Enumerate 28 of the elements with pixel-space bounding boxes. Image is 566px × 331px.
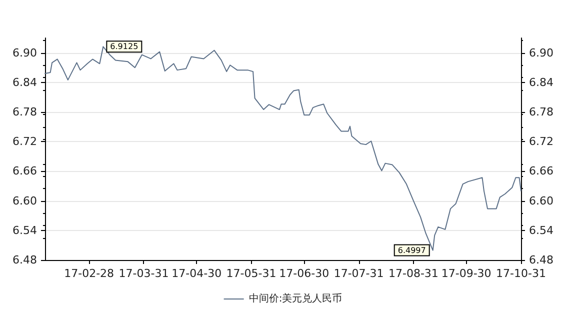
- y2-tick-label: 6.60: [529, 194, 554, 208]
- x-tick-label: 17-09-30: [441, 267, 492, 280]
- y-tick-label: 6.90: [12, 46, 37, 60]
- annotation: 6.4997: [398, 246, 426, 255]
- y-tick-label: 6.60: [12, 194, 37, 208]
- y-tick-label: 6.78: [12, 106, 37, 118]
- x-tick-label: 17-03-31: [118, 267, 169, 280]
- y2-tick-label: 6.84: [529, 76, 554, 89]
- legend-label: 中间价:美元兑人民币: [248, 292, 342, 304]
- y2-tick-label: 6.54: [529, 224, 554, 237]
- x-tick-label: 17-08-31: [388, 267, 438, 280]
- y2-tick-label: 6.48: [529, 254, 554, 266]
- y2-tick-label: 6.66: [529, 164, 554, 178]
- y-tick-label: 6.54: [12, 224, 37, 237]
- y2-tick-label: 6.90: [529, 46, 554, 60]
- y-tick-label: 6.84: [12, 76, 37, 89]
- y-tick-label: 6.48: [12, 254, 37, 266]
- x-tick-label: 17-04-30: [172, 267, 222, 280]
- x-tick-label: 17-06-30: [279, 267, 330, 280]
- x-tick-label: 17-05-31: [226, 267, 276, 280]
- x-tick-label: 17-02-28: [64, 267, 114, 280]
- x-tick-label: 17-10-31: [496, 267, 546, 280]
- y-tick-label: 6.72: [12, 135, 37, 148]
- annotation: 6.9125: [110, 42, 138, 52]
- y2-tick-label: 6.78: [529, 106, 554, 118]
- y2-tick-label: 6.72: [529, 135, 554, 148]
- y-tick-label: 6.66: [12, 164, 37, 178]
- x-tick-label: 17-07-31: [334, 267, 384, 280]
